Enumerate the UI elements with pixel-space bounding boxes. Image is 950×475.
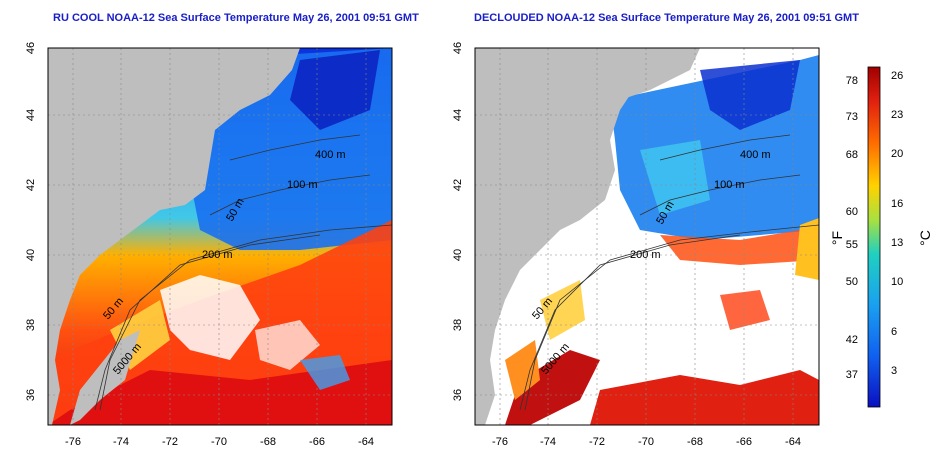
- left-map-title: RU COOL NOAA-12 Sea Surface Temperature …: [53, 12, 419, 24]
- right-lon-tick: -64: [785, 436, 801, 448]
- right-lon-tick: -66: [736, 436, 752, 448]
- fahrenheit-tick: 60: [846, 206, 858, 218]
- left-lat-tick: 46: [25, 42, 37, 54]
- fahrenheit-unit-label: °F: [829, 231, 845, 245]
- colorbar-fahrenheit-ticks: 78 73 68 60 55 50 42 37: [846, 75, 858, 381]
- right-latitude-axis: 36 38 40 42 44 46: [452, 42, 464, 401]
- right-lon-tick: -74: [540, 436, 556, 448]
- left-lon-tick: -64: [358, 436, 374, 448]
- celsius-tick: 20: [891, 148, 903, 160]
- left-lat-tick: 38: [25, 319, 37, 331]
- right-lon-tick: -76: [492, 436, 508, 448]
- right-map-panel: [475, 48, 819, 425]
- left-map-frame: [47, 47, 393, 426]
- left-lat-tick: 44: [25, 109, 37, 121]
- right-lon-tick: -70: [638, 436, 654, 448]
- right-lat-tick: 46: [452, 42, 464, 54]
- left-lon-tick: -66: [309, 436, 325, 448]
- left-latitude-axis: 36 38 40 42 44 46: [25, 42, 37, 401]
- right-gridlines: [475, 48, 819, 425]
- fahrenheit-tick: 68: [846, 149, 858, 161]
- right-lat-tick: 40: [452, 249, 464, 261]
- fahrenheit-tick: 73: [846, 111, 858, 123]
- left-cloud-patch: [160, 275, 260, 360]
- svg-text:100 m: 100 m: [714, 179, 745, 191]
- svg-text:200 m: 200 m: [202, 249, 233, 261]
- left-lat-tick: 36: [25, 389, 37, 401]
- temperature-colorbar: [867, 66, 881, 408]
- celsius-unit-label: °C: [917, 230, 933, 246]
- left-lon-tick: -74: [113, 436, 129, 448]
- celsius-tick: 3: [891, 365, 897, 377]
- left-lon-tick: -72: [162, 436, 178, 448]
- fahrenheit-tick: 42: [846, 334, 858, 346]
- fahrenheit-tick: 50: [846, 276, 858, 288]
- left-bathymetry-contours: [94, 134, 392, 411]
- left-lon-tick: -76: [65, 436, 81, 448]
- right-bathymetry-contours: [519, 134, 819, 411]
- svg-text:100 m: 100 m: [287, 179, 318, 191]
- fahrenheit-tick: 55: [846, 239, 858, 251]
- celsius-tick: 10: [891, 276, 903, 288]
- svg-text:400 m: 400 m: [315, 149, 346, 161]
- right-lat-tick: 38: [452, 319, 464, 331]
- celsius-tick: 13: [891, 237, 903, 249]
- colorbar-celsius-ticks: 26 23 20 16 13 10 6 3: [891, 70, 903, 377]
- left-map-panel: [48, 48, 392, 425]
- left-lon-tick: -70: [211, 436, 227, 448]
- celsius-tick: 26: [891, 70, 903, 82]
- right-lon-tick: -68: [687, 436, 703, 448]
- celsius-tick: 6: [891, 326, 897, 338]
- left-lon-tick: -68: [260, 436, 276, 448]
- right-lon-tick: -72: [589, 436, 605, 448]
- left-lat-tick: 40: [25, 249, 37, 261]
- right-map-title: DECLOUDED NOAA-12 Sea Surface Temperatur…: [474, 12, 859, 24]
- right-lat-tick: 42: [452, 179, 464, 191]
- svg-text:200 m: 200 m: [630, 249, 661, 261]
- celsius-tick: 16: [891, 198, 903, 210]
- right-lat-tick: 36: [452, 389, 464, 401]
- left-lat-tick: 42: [25, 179, 37, 191]
- right-map-frame: [474, 47, 820, 426]
- left-longitude-axis: -76 -74 -72 -70 -68 -66 -64: [65, 436, 374, 448]
- right-lat-tick: 44: [452, 109, 464, 121]
- fahrenheit-tick: 37: [846, 369, 858, 381]
- celsius-tick: 23: [891, 109, 903, 121]
- right-gulf-stream: [590, 370, 819, 425]
- right-longitude-axis: -76 -74 -72 -70 -68 -66 -64: [492, 436, 801, 448]
- right-land: [475, 48, 650, 425]
- fahrenheit-tick: 78: [846, 75, 858, 87]
- svg-text:400 m: 400 m: [740, 149, 771, 161]
- left-gridlines: [48, 48, 392, 425]
